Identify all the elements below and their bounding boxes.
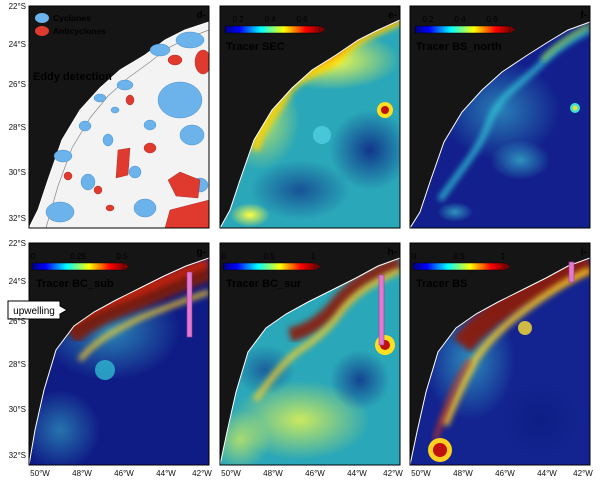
lon-tick: 46°W [495, 469, 515, 478]
colorbar-tick: 0 [31, 252, 36, 261]
colorbar: 0 0.5 1 [412, 252, 510, 271]
land-mass [410, 6, 590, 228]
lon-tick: 50°W [221, 469, 241, 478]
lon-tick: 50°W [411, 469, 431, 478]
lon-tick: 46°W [305, 469, 325, 478]
lat-tick: 26°S [9, 317, 26, 326]
panel-letter: e- [388, 10, 397, 21]
upwelling-callout: upwelling [7, 300, 69, 320]
panel-d: Cyclones Anticyclones Eddy detection d- [28, 5, 210, 229]
land-mass [29, 6, 209, 228]
land-mass [220, 243, 400, 465]
lon-axis-1: 50°W 48°W 46°W 44°W 42°W [30, 469, 212, 478]
colorbar-tick: 0.4 [264, 15, 276, 24]
cyclone-patches [45, 31, 209, 223]
colorbar-tick: 0.2 [232, 15, 244, 24]
panel-e: 0.2 0.4 0.6 Tracer SEC e- [219, 5, 401, 229]
panel-title: Eddy detection [33, 71, 112, 83]
lat-tick: 26°S [9, 80, 26, 89]
anticyclone-patches [63, 49, 209, 228]
land-mass [220, 6, 400, 228]
panel-g: 0 0.25 0.5 Tracer BC_sub g- [28, 242, 210, 466]
colorbar: 0.2 0.4 0.6 [224, 15, 325, 34]
colorbar-tick: 0.25 [70, 252, 86, 261]
lat-tick: 24°S [9, 40, 26, 49]
panel-h: 0 0.5 1 Tracer BC_sur h- [219, 242, 401, 466]
lat-tick: 32°S [9, 451, 26, 460]
lon-tick: 48°W [453, 469, 473, 478]
lat-axis-bottom: 22°S 24°S 26°S 28°S 30°S 32°S [9, 239, 26, 460]
colorbar-tick: 0.4 [454, 15, 466, 24]
land-mass [410, 243, 590, 465]
lon-tick: 42°W [192, 469, 212, 478]
lat-tick: 28°S [9, 360, 26, 369]
lon-tick: 46°W [114, 469, 134, 478]
coastline [29, 21, 209, 228]
lat-tick: 28°S [9, 123, 26, 132]
land-mass [29, 243, 209, 465]
colorbar-tick: 0.6 [486, 15, 498, 24]
panel-f: 0.2 0.4 0.6 Tracer BS_north f- [409, 5, 591, 229]
lat-tick: 30°S [9, 405, 26, 414]
lon-tick: 42°W [383, 469, 403, 478]
legend-anticyclones: Anticyclones [53, 26, 106, 36]
colorbar: 0 0.5 1 [222, 252, 320, 271]
panel-letter: d- [197, 10, 206, 21]
colorbar-tick: 0.2 [422, 15, 434, 24]
colorbar-tick: 0.5 [453, 252, 465, 261]
lon-axis-3: 50°W 48°W 46°W 44°W 42°W [411, 469, 593, 478]
legend-cyclones: Cyclones [53, 13, 91, 23]
panel-title: Tracer BS_north [416, 41, 502, 53]
upwelling-label: upwelling [13, 306, 55, 317]
colorbar-tick: 0.5 [263, 252, 275, 261]
panel-title: Tracer BS [416, 278, 467, 290]
colorbar-tick: 0.5 [116, 252, 128, 261]
colorbar-tick: 0.6 [296, 15, 308, 24]
panel-title: Tracer BC_sur [226, 278, 302, 290]
panel-title: Tracer SEC [226, 41, 285, 53]
section-line [568, 261, 575, 283]
lat-tick: 24°S [9, 277, 26, 286]
colorbar-tick: 1 [501, 252, 506, 261]
colorbar-tick: 0 [222, 252, 227, 261]
panel-letter: i- [581, 247, 587, 258]
anticyclone-swatch [35, 26, 49, 36]
colorbar-tick: 0 [412, 252, 417, 261]
lon-tick: 48°W [72, 469, 92, 478]
panel-letter: g- [197, 247, 206, 258]
lon-tick: 48°W [263, 469, 283, 478]
colorbar: 0 0.25 0.5 [31, 252, 129, 271]
lon-axis-2: 50°W 48°W 46°W 44°W 42°W [221, 469, 403, 478]
lon-tick: 50°W [30, 469, 50, 478]
section-line [186, 271, 193, 338]
panel-letter: f- [580, 10, 587, 21]
lon-tick: 42°W [573, 469, 593, 478]
lat-tick: 22°S [9, 2, 26, 11]
lat-tick: 22°S [9, 239, 26, 248]
legend: Cyclones Anticyclones [35, 13, 106, 36]
lat-tick: 32°S [9, 214, 26, 223]
cyclone-swatch [35, 13, 49, 23]
section-line [378, 274, 385, 346]
panel-letter: h- [388, 247, 397, 258]
panel-title: Tracer BC_sub [36, 278, 114, 290]
lat-tick: 30°S [9, 168, 26, 177]
lat-axis-top: 22°S 24°S 26°S 28°S 30°S 32°S [9, 2, 26, 223]
lon-tick: 44°W [156, 469, 176, 478]
panel-i: 0 0.5 1 Tracer BS i- [409, 242, 591, 466]
lon-tick: 44°W [347, 469, 367, 478]
colorbar-tick: 1 [311, 252, 316, 261]
lon-tick: 44°W [537, 469, 557, 478]
colorbar: 0.2 0.4 0.6 [414, 15, 515, 34]
